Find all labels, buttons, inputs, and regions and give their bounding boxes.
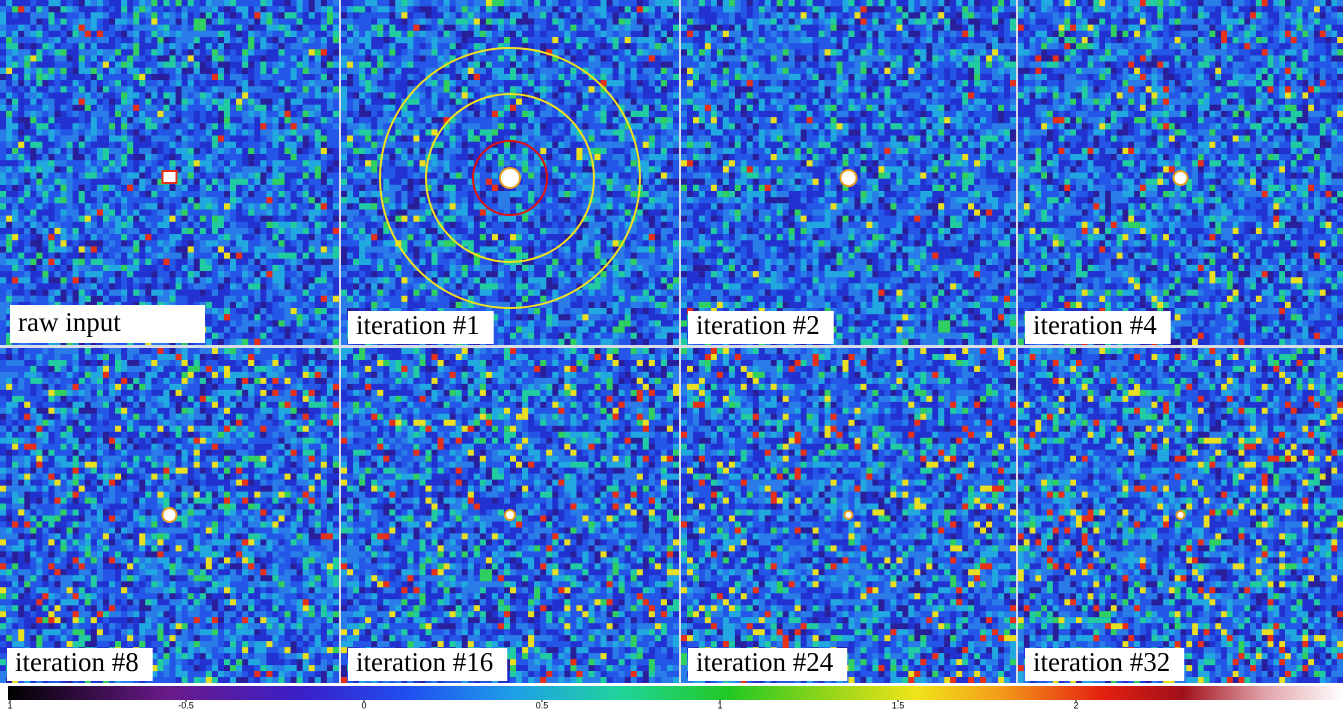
panel-label: iteration #4 bbox=[1033, 310, 1157, 340]
image-panel: iteration #2 bbox=[681, 0, 1016, 345]
separator bbox=[339, 0, 341, 683]
image-panel: iteration #4 bbox=[1018, 0, 1343, 345]
source bbox=[1177, 511, 1185, 519]
panel-label: iteration #32 bbox=[1033, 647, 1170, 677]
source bbox=[163, 508, 177, 522]
image-panel: iteration #8 bbox=[0, 348, 339, 683]
tick-label: 0 bbox=[361, 700, 366, 710]
panel-label: iteration #8 bbox=[15, 647, 139, 677]
image-panel: iteration #24 bbox=[681, 348, 1016, 683]
source bbox=[163, 171, 177, 183]
image-panel: raw input bbox=[0, 0, 339, 345]
source bbox=[845, 511, 853, 519]
source bbox=[841, 170, 857, 186]
figure: raw input iteration #1 iteration #2 iterati… bbox=[0, 0, 1343, 711]
tick-label: 2 bbox=[1073, 700, 1078, 710]
panels: raw input iteration #1 iteration #2 iterati… bbox=[0, 0, 1343, 683]
tick-label: 1 bbox=[7, 700, 12, 710]
tick-label: 1 bbox=[717, 700, 722, 710]
image-panel: iteration #16 bbox=[341, 348, 679, 683]
separator bbox=[0, 345, 1343, 348]
panel-label: iteration #2 bbox=[696, 310, 820, 340]
tick-label: -0.5 bbox=[178, 700, 194, 710]
tick-label: 0.5 bbox=[536, 700, 549, 710]
panel-label: iteration #24 bbox=[696, 647, 834, 677]
separator bbox=[679, 0, 681, 683]
separator bbox=[1016, 0, 1018, 683]
panel-label: iteration #1 bbox=[356, 310, 480, 340]
colorbar bbox=[8, 686, 1343, 700]
image-panel: iteration #32 bbox=[1018, 348, 1343, 683]
source bbox=[505, 510, 515, 520]
source bbox=[500, 168, 520, 188]
tick-label: 1.5 bbox=[892, 700, 905, 710]
panel-label: raw input bbox=[18, 307, 121, 337]
colorbar-ticks: 1 -0.5 0 0.5 1 1.5 2 bbox=[7, 700, 1078, 710]
panel-label: iteration #16 bbox=[356, 647, 493, 677]
source bbox=[1174, 171, 1188, 185]
image-panel: iteration #1 bbox=[341, 0, 679, 345]
